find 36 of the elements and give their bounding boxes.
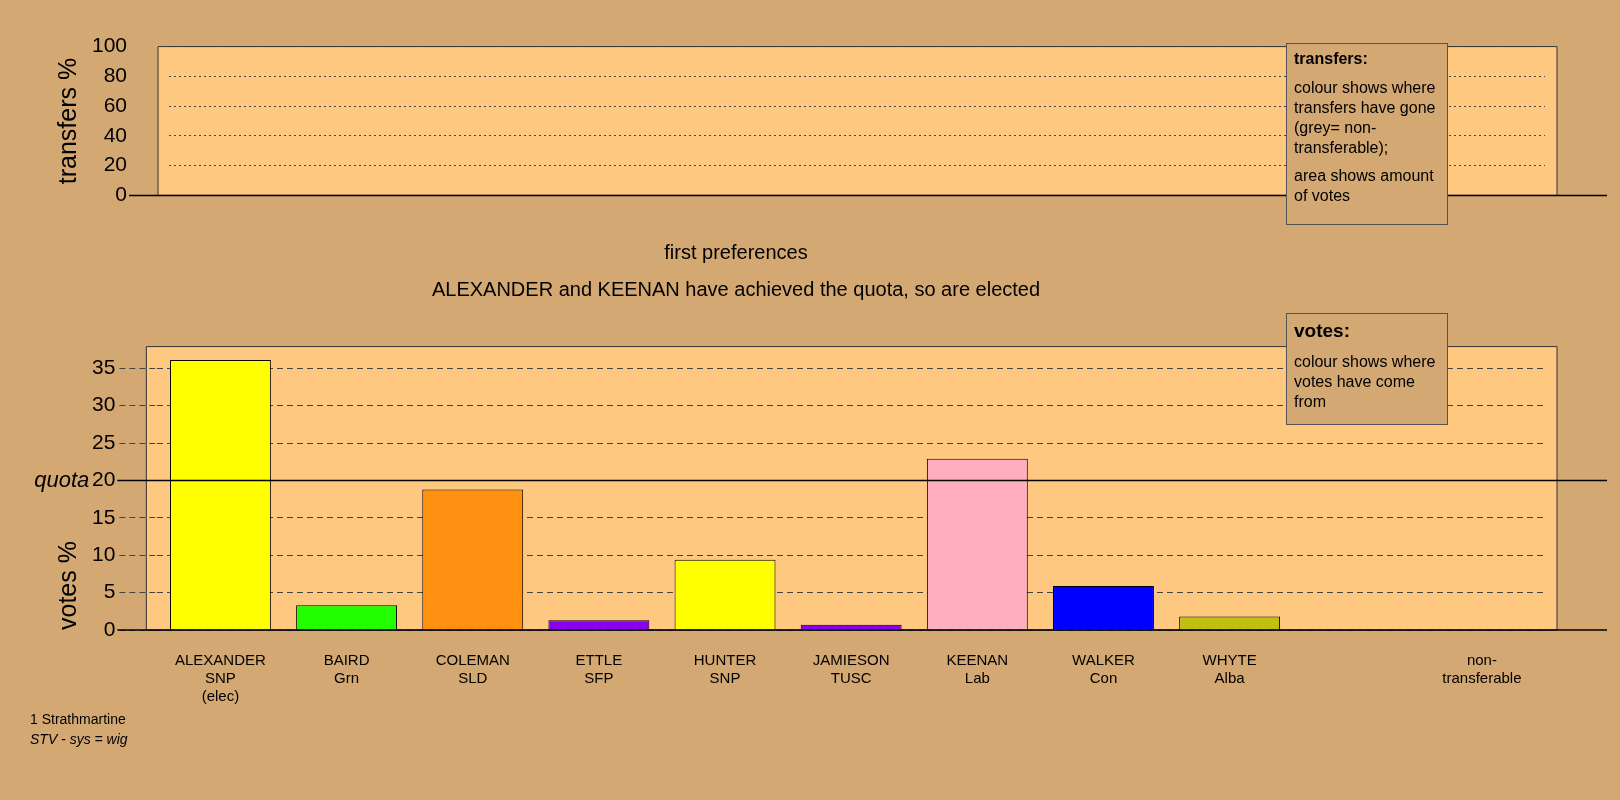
y-tick-label: 60 <box>103 92 128 116</box>
y-tick-label: 30 <box>92 392 116 416</box>
y-tick-label: 80 <box>103 63 128 87</box>
x-tick-label: HUNTER SNP <box>693 651 757 687</box>
y-tick-label: 0 <box>115 182 128 206</box>
annotation: colour shows where votes have come from <box>1294 352 1437 412</box>
x-tick-label: ALEXANDER SNP (elec) <box>175 651 267 705</box>
x-tick-label: COLEMAN SLD <box>435 651 510 687</box>
text: STV - sys = wig <box>30 731 128 747</box>
y-tick-label: 100 <box>91 33 128 57</box>
y-tick-label: 20 <box>103 152 128 176</box>
y-tick-label: 0 <box>103 616 116 640</box>
x-tick-label: non- transferable <box>1442 651 1522 687</box>
x-tick-label: WHYTE Alba <box>1202 651 1257 687</box>
x-tick-label: ETTLE SFP <box>575 651 623 687</box>
annotation: transfers: <box>1294 50 1369 68</box>
text: votes: <box>1294 320 1351 342</box>
y-tick-label: 35 <box>92 355 116 379</box>
y-tick-label: 15 <box>92 504 116 528</box>
chart-subtitle: ALEXANDER and KEENAN have achieved the quota, so are elected <box>430 278 1042 301</box>
ref-line-label: quota <box>34 466 90 492</box>
y-tick-label: 40 <box>103 122 128 146</box>
x-tick-label: WALKER Con <box>1072 651 1136 687</box>
y-axis-title: transfers % <box>52 57 81 185</box>
y-axis-title: votes % <box>52 541 81 630</box>
x-tick-label: KEENAN Lab <box>946 651 1009 687</box>
x-tick-label: BAIRD Grn <box>323 651 370 687</box>
chart-title: first preferences <box>663 241 809 264</box>
y-tick-label: 20 <box>92 467 116 491</box>
annotation: area shows amount of votes <box>1294 166 1435 206</box>
y-tick-label: 25 <box>92 429 116 453</box>
annotation: colour shows where transfers have gone (grey= non-transferable); <box>1294 78 1437 158</box>
text: 1 Strathmartine <box>30 711 126 727</box>
y-tick-label: 5 <box>103 579 116 603</box>
y-tick-label: 10 <box>92 542 116 566</box>
x-tick-label: JAMIESON TUSC <box>812 651 890 687</box>
